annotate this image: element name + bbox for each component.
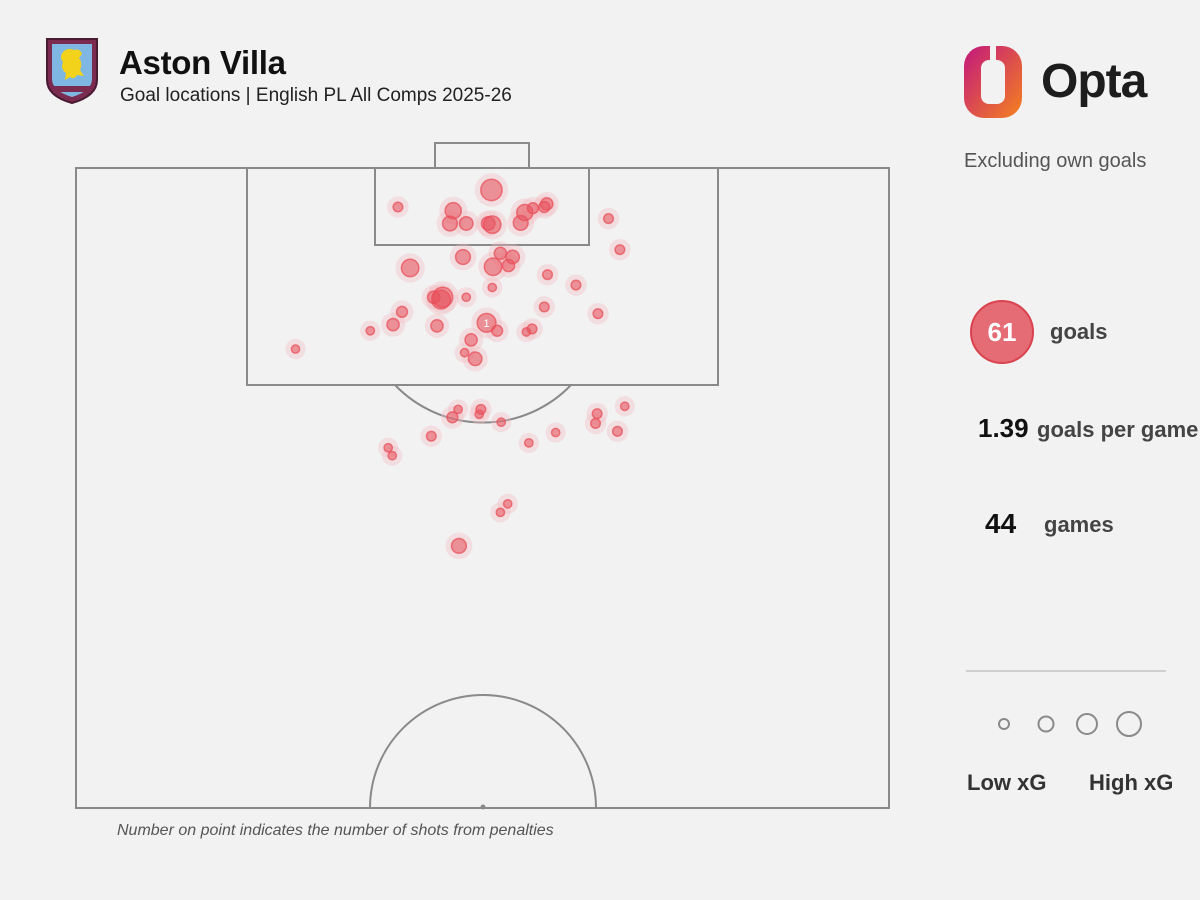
goal-point xyxy=(464,333,478,347)
goal-point xyxy=(619,401,630,412)
legend-circle-l xyxy=(1116,711,1142,737)
page-title: Aston Villa xyxy=(119,44,286,81)
goal-point xyxy=(602,213,615,225)
goal-point xyxy=(446,411,459,424)
goal-point xyxy=(480,178,503,202)
goal-point xyxy=(495,507,506,518)
goal-point xyxy=(395,305,409,319)
goal-point xyxy=(614,244,626,256)
goal-point xyxy=(502,498,513,509)
goal-point xyxy=(400,258,420,278)
goal-point xyxy=(483,257,503,277)
goal-point xyxy=(591,408,603,420)
aston-villa-crest xyxy=(46,38,98,105)
goal-point xyxy=(425,430,437,442)
goal-point xyxy=(496,417,507,428)
penalty-count-label: 1 xyxy=(484,318,490,330)
goal-point xyxy=(538,301,550,313)
goal-point xyxy=(441,215,459,232)
goals-per-game-label: goals per game xyxy=(1037,417,1199,442)
legend-circle-xs xyxy=(998,718,1010,730)
goal-point xyxy=(453,404,464,415)
goal-point xyxy=(501,258,516,273)
goal-point xyxy=(523,437,534,448)
games-label: games xyxy=(1044,512,1114,537)
goals-count-badge: 61 xyxy=(970,300,1034,364)
goal-point xyxy=(459,347,470,358)
opta-wordmark: Opta xyxy=(1041,55,1147,108)
goal-point xyxy=(392,201,404,213)
goal-point xyxy=(430,289,452,310)
goal-frame xyxy=(434,142,530,169)
goal-point xyxy=(493,246,508,261)
goal-point xyxy=(487,282,498,293)
games-value: 44 xyxy=(985,508,1017,539)
goal-point xyxy=(592,308,604,320)
goal-point xyxy=(538,200,551,214)
goal-point xyxy=(570,279,582,291)
legend-high-xg: High xG xyxy=(1089,770,1174,795)
goal-point xyxy=(450,537,468,555)
goal-point xyxy=(386,317,400,332)
goal-point xyxy=(521,327,532,337)
page-subtitle: Goal locations | English PL All Comps 20… xyxy=(120,85,512,106)
goals-per-game-value: 1.39 xyxy=(978,413,1029,443)
xg-size-legend xyxy=(998,711,1142,737)
goal-point xyxy=(589,417,602,429)
exclusion-note: Excluding own goals xyxy=(964,150,1147,172)
footnote: Number on point indicates the number of … xyxy=(117,822,554,839)
centre-spot xyxy=(480,804,486,810)
goal-point xyxy=(541,269,554,281)
goal-point xyxy=(461,292,472,303)
penalty-arc xyxy=(394,384,572,424)
goal-point xyxy=(474,409,485,420)
goal-point xyxy=(365,325,376,336)
legend-low-xg: Low xG xyxy=(967,770,1047,795)
goal-point xyxy=(430,319,444,333)
goal-point xyxy=(458,215,474,231)
goals-label: goals xyxy=(1050,319,1108,344)
goal-point xyxy=(454,248,472,266)
goal-point xyxy=(482,215,502,235)
goal-point xyxy=(490,324,504,337)
legend-circle-m xyxy=(1076,713,1098,735)
goal-point xyxy=(290,344,301,354)
goal-point xyxy=(476,312,497,333)
goal-point xyxy=(467,351,483,367)
opta-logo-icon xyxy=(964,46,1022,118)
legend-circle-s xyxy=(1037,715,1055,733)
goal-point xyxy=(512,214,529,232)
goal-point xyxy=(383,442,394,453)
legend-divider xyxy=(966,670,1166,672)
goal-point xyxy=(611,425,624,437)
goal-point xyxy=(387,450,398,461)
centre-circle xyxy=(369,694,597,809)
goal-point xyxy=(550,427,561,438)
